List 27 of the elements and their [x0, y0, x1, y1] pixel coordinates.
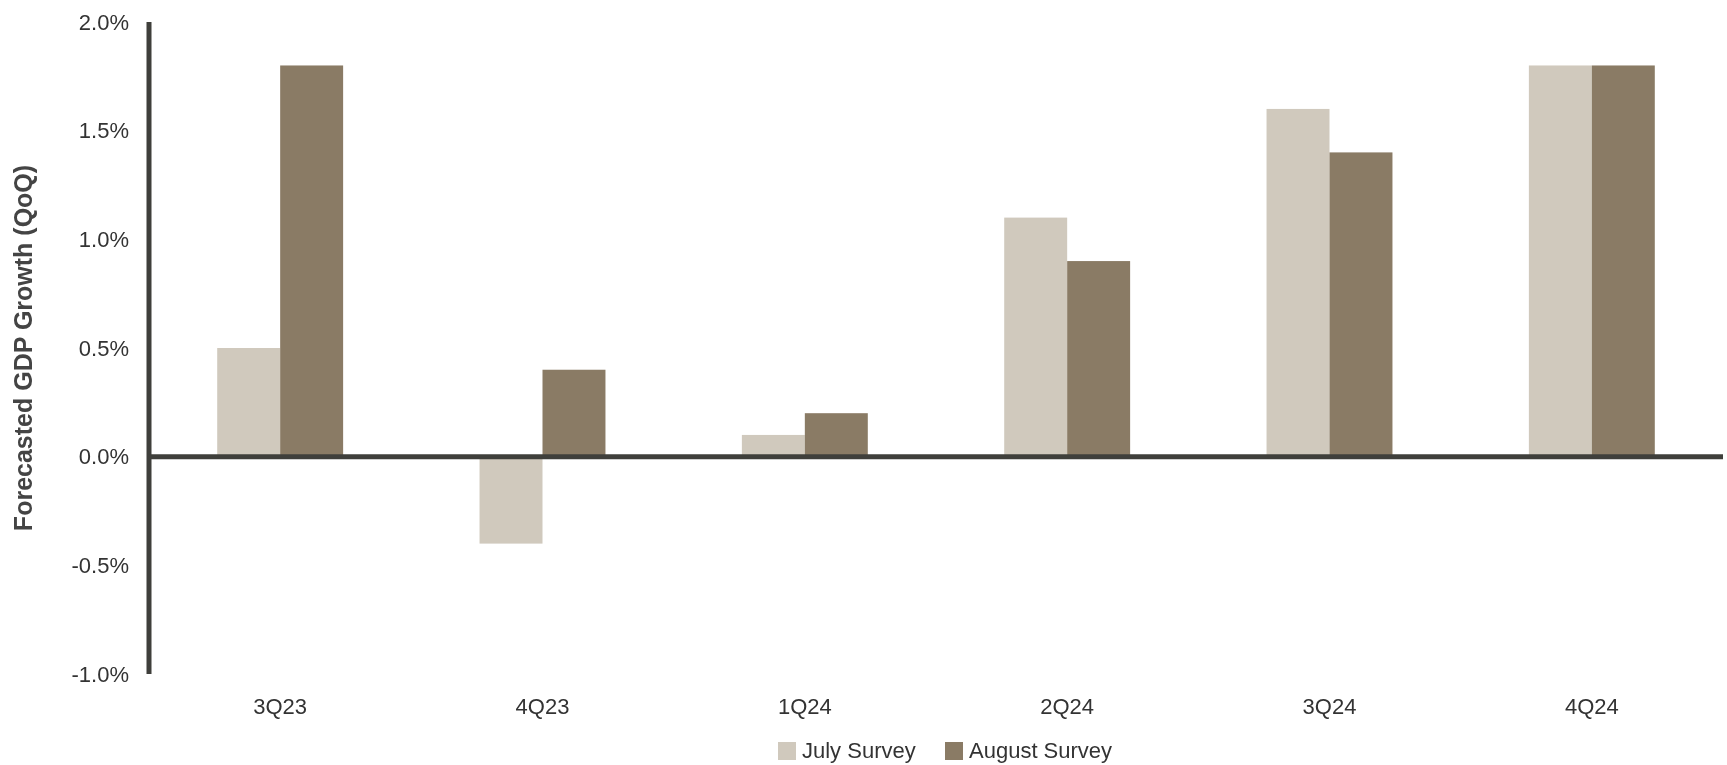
x-tick-label: 3Q24 [1302, 694, 1357, 719]
y-tick-label: 0.0% [78, 444, 129, 470]
y-tick-label: -0.5% [71, 553, 129, 579]
y-tick-label: 0.5% [78, 335, 129, 361]
bar [1329, 152, 1393, 457]
legend-label: July Survey [802, 738, 916, 763]
bar [1528, 65, 1592, 457]
y-tick-label: 1.0% [78, 227, 129, 253]
x-tick-label: 4Q24 [1564, 694, 1619, 719]
bar [804, 413, 868, 457]
y-tick-label: 1.5% [78, 118, 129, 144]
x-tick-label: 4Q23 [515, 694, 570, 719]
bar [1004, 217, 1068, 457]
x-tick-label: 1Q24 [777, 694, 832, 719]
bar [1067, 261, 1131, 457]
bar [542, 369, 606, 457]
bar [217, 348, 281, 457]
y-tick-label: 2.0% [78, 9, 129, 35]
bar [479, 456, 543, 544]
bar [1266, 108, 1330, 457]
y-tick-label: -1.0% [71, 661, 129, 687]
legend-label: August Survey [969, 738, 1113, 763]
x-tick-label: 3Q23 [253, 694, 308, 719]
y-axis-title: Forecasted GDP Growth (QoQ) [9, 164, 37, 532]
bar [1591, 65, 1655, 457]
bar [280, 65, 344, 457]
x-tick-label: 2Q24 [1040, 694, 1095, 719]
